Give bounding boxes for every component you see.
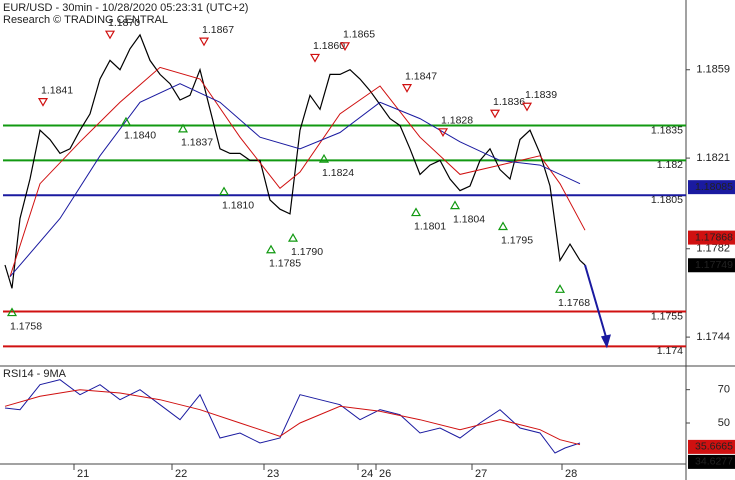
resistance-marker bbox=[521, 102, 533, 112]
support-marker bbox=[218, 186, 230, 196]
y-tick-label: 1.1782 bbox=[696, 243, 730, 255]
pivot-label: 1.1785 bbox=[269, 258, 301, 270]
pivot-label: 1.1841 bbox=[41, 84, 73, 96]
pivot-label: 1.1824 bbox=[322, 167, 354, 179]
pivot-label: 1.1758 bbox=[10, 320, 42, 332]
pivot-label: 1.1768 bbox=[558, 297, 590, 309]
series-line bbox=[4, 33, 586, 289]
level-label: 1.1835 bbox=[651, 124, 683, 136]
x-tick-label: 28 bbox=[565, 468, 577, 480]
resistance-marker bbox=[437, 128, 449, 138]
support-marker bbox=[449, 200, 461, 210]
resistance-marker bbox=[339, 42, 351, 52]
price-box bbox=[688, 180, 735, 195]
pivot-label: 1.1867 bbox=[202, 24, 234, 36]
chart-title: EUR/USD - 30min - 10/28/2020 05:23:31 (U… bbox=[3, 2, 248, 14]
x-tick-label: 23 bbox=[267, 468, 279, 480]
resistance-marker bbox=[37, 97, 49, 107]
pivot-label: 1.1804 bbox=[453, 213, 485, 225]
support-marker bbox=[120, 116, 132, 126]
level-label: 1.174 bbox=[657, 345, 683, 357]
rsi-title: RSI14 - 9MA bbox=[3, 368, 67, 380]
price-box bbox=[688, 258, 735, 273]
support-marker bbox=[554, 284, 566, 293]
pivot-label: 1.1810 bbox=[222, 199, 254, 211]
y-tick-label: 1.1821 bbox=[696, 152, 730, 164]
pivot-label: 1.1828 bbox=[441, 115, 473, 127]
y-tick-label: 70 bbox=[718, 384, 730, 396]
series-line bbox=[9, 83, 581, 278]
pivot-label: 1.1839 bbox=[525, 89, 557, 101]
level-label: 1.1805 bbox=[651, 194, 683, 206]
support-marker bbox=[6, 307, 18, 317]
level-label: 1.1755 bbox=[651, 310, 683, 322]
series-line bbox=[4, 379, 581, 454]
chart-subtitle: Research © TRADING CENTRAL bbox=[3, 14, 168, 26]
resistance-marker bbox=[104, 30, 116, 40]
pivot-label: 1.1865 bbox=[343, 29, 375, 41]
pivot-label: 1.1790 bbox=[291, 246, 323, 258]
resistance-marker bbox=[309, 53, 321, 63]
resistance-marker bbox=[198, 37, 210, 47]
pivot-label: 1.1795 bbox=[501, 234, 533, 246]
series-line bbox=[4, 389, 581, 446]
pivot-label: 1.1870 bbox=[108, 17, 140, 29]
pivot-label: 1.1840 bbox=[124, 130, 156, 142]
resistance-marker bbox=[401, 84, 413, 93]
price-box-label: 1.17868 bbox=[695, 231, 733, 243]
x-tick-label: 26 bbox=[379, 468, 391, 480]
x-tick-label: 22 bbox=[175, 468, 187, 480]
x-tick-label: 24 bbox=[361, 468, 373, 480]
support-marker bbox=[177, 123, 189, 133]
price-box-label: 34.6277 bbox=[695, 456, 733, 468]
pivot-label: 1.1860 bbox=[313, 40, 345, 52]
price-box-label: 1.18085 bbox=[695, 181, 733, 193]
pivot-label: 1.1801 bbox=[414, 220, 446, 232]
price-box bbox=[688, 230, 735, 245]
y-tick-label: 50 bbox=[718, 417, 730, 429]
y-tick-label: 1.1859 bbox=[696, 64, 730, 76]
pivot-label: 1.1847 bbox=[405, 70, 437, 82]
forecast-arrowhead bbox=[600, 334, 611, 349]
price-box bbox=[688, 439, 735, 454]
pivot-label: 1.1836 bbox=[493, 96, 525, 108]
forecast-arrow bbox=[584, 264, 608, 341]
x-tick-label: 27 bbox=[475, 468, 487, 480]
support-marker bbox=[265, 244, 277, 254]
price-box-label: 1.17749 bbox=[695, 259, 733, 271]
support-marker bbox=[497, 221, 509, 231]
y-tick-label: 1.1744 bbox=[696, 331, 730, 343]
support-marker bbox=[287, 232, 299, 242]
x-tick-label: 21 bbox=[77, 468, 89, 480]
support-marker bbox=[410, 207, 422, 217]
resistance-marker bbox=[489, 109, 501, 119]
level-label: 1.182 bbox=[657, 159, 683, 171]
pivot-label: 1.1837 bbox=[181, 137, 213, 149]
price-box-label: 35.6665 bbox=[695, 441, 733, 453]
support-marker bbox=[318, 153, 330, 163]
price-box bbox=[688, 454, 735, 469]
